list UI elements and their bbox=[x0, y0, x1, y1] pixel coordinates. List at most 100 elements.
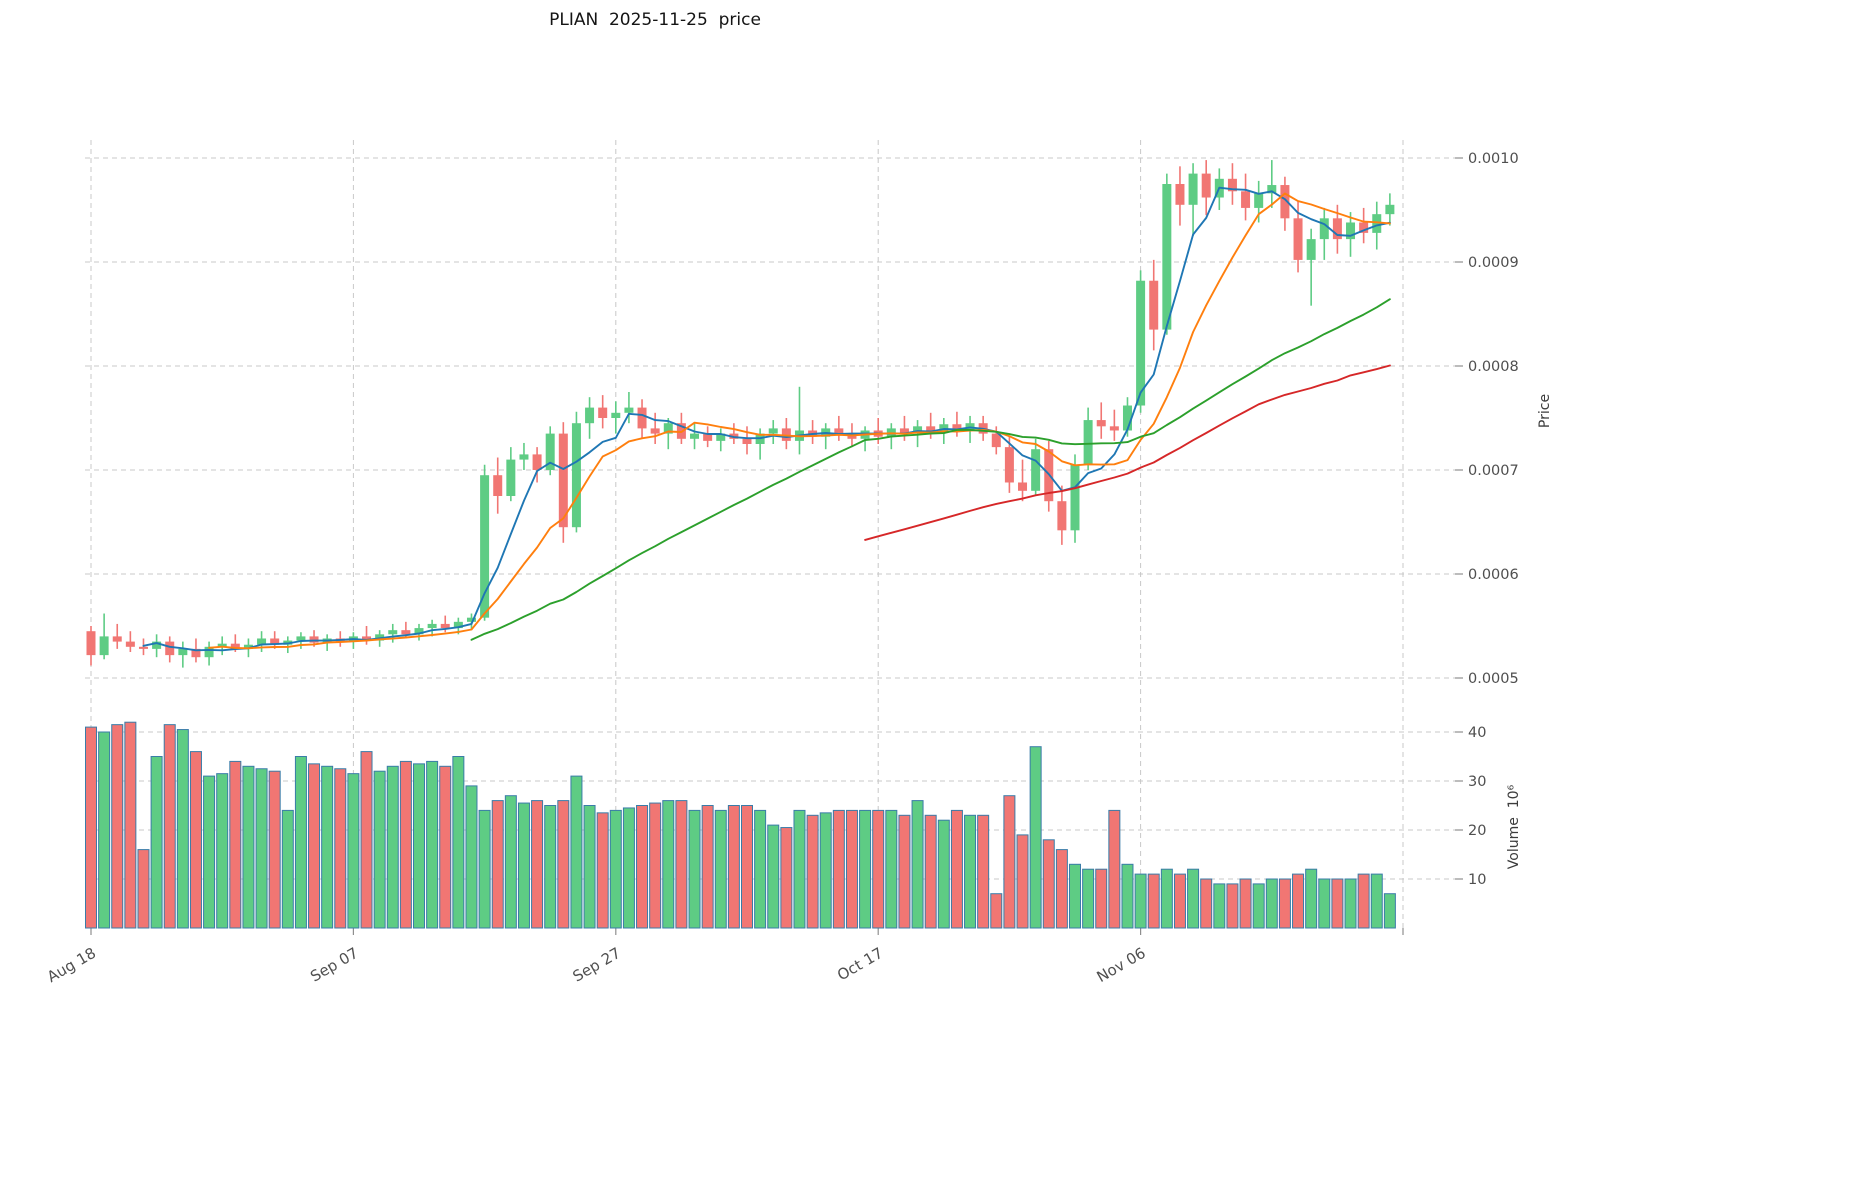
candle-body bbox=[585, 407, 595, 424]
candle-body bbox=[1031, 449, 1041, 491]
candle-body bbox=[742, 438, 752, 444]
volume-tick-label: 30 bbox=[1468, 774, 1486, 790]
candle-body bbox=[834, 428, 844, 434]
volume-bar bbox=[950, 809, 963, 929]
candle-body bbox=[703, 433, 713, 441]
candle-body bbox=[1241, 191, 1251, 208]
volume-bar bbox=[1187, 868, 1200, 929]
volume-bar bbox=[452, 756, 465, 929]
candle-body bbox=[571, 423, 581, 528]
candle-body bbox=[1372, 214, 1382, 233]
volume-bar bbox=[386, 765, 399, 929]
volume-tick-label: 20 bbox=[1468, 823, 1486, 839]
candle-body bbox=[1149, 280, 1159, 330]
volume-bar bbox=[596, 812, 609, 929]
candle-body bbox=[480, 475, 490, 618]
volume-bar bbox=[845, 809, 858, 929]
candle-body bbox=[1018, 482, 1028, 491]
volume-bar bbox=[150, 756, 163, 929]
ma-line-60 bbox=[864, 364, 1391, 541]
volume-bar bbox=[1305, 868, 1318, 929]
candle-body bbox=[401, 630, 411, 635]
volume-bar bbox=[990, 893, 1003, 929]
volume-bar bbox=[373, 770, 386, 929]
candle-body bbox=[1227, 178, 1237, 192]
candle-body bbox=[1070, 464, 1080, 531]
candle-body bbox=[1057, 501, 1067, 531]
candle-body bbox=[1188, 173, 1198, 205]
candle-body bbox=[243, 644, 253, 649]
volume-bar bbox=[675, 800, 688, 929]
volume-bar bbox=[964, 814, 977, 929]
date-tick-label: Sep 07 bbox=[307, 944, 361, 986]
volume-bar bbox=[229, 760, 242, 929]
volume-bar bbox=[754, 809, 767, 929]
candle-body bbox=[1096, 420, 1106, 427]
volume-bar bbox=[649, 802, 662, 929]
volume-bar bbox=[622, 807, 635, 929]
volume-bar bbox=[1370, 873, 1383, 929]
price-tick-label: 0.0005 bbox=[1468, 671, 1519, 687]
volume-bar bbox=[308, 763, 321, 929]
volume-bar bbox=[399, 760, 412, 929]
candle-body bbox=[1136, 280, 1146, 406]
volume-bar bbox=[741, 805, 753, 929]
candle-body bbox=[1293, 218, 1303, 260]
volume-bar bbox=[1265, 878, 1278, 929]
volume-bar bbox=[504, 795, 517, 929]
candle-body bbox=[768, 428, 778, 434]
candle-body bbox=[1083, 420, 1093, 465]
volume-bar bbox=[439, 765, 452, 929]
volume-bar bbox=[609, 809, 622, 929]
ma-line-30 bbox=[470, 298, 1391, 641]
volume-bar bbox=[203, 775, 216, 929]
volume-bar bbox=[1213, 883, 1226, 929]
candle-body bbox=[991, 433, 1001, 448]
candle-body bbox=[112, 636, 122, 642]
volume-bar bbox=[1200, 878, 1213, 929]
price-tick-label: 0.0007 bbox=[1468, 463, 1519, 479]
candle-body bbox=[781, 428, 791, 441]
volume-bar bbox=[360, 751, 373, 929]
volume-bar bbox=[413, 763, 425, 929]
candle-body bbox=[86, 631, 96, 656]
candle-body bbox=[1004, 447, 1014, 483]
candle-body bbox=[1319, 218, 1329, 240]
candle-body bbox=[1122, 405, 1132, 431]
candle-body bbox=[440, 623, 450, 629]
volume-bar bbox=[1016, 834, 1029, 929]
price-tick-label: 0.0006 bbox=[1468, 567, 1519, 583]
volume-bar bbox=[255, 768, 268, 929]
ma-line-5 bbox=[142, 186, 1391, 652]
candle-body bbox=[1385, 204, 1395, 215]
volume-bar bbox=[806, 814, 819, 929]
candle-body bbox=[191, 648, 201, 658]
volume-bar bbox=[1226, 883, 1239, 929]
candle-body bbox=[624, 407, 634, 413]
volume-bar bbox=[426, 760, 439, 929]
volume-bar bbox=[478, 809, 491, 929]
candle-body bbox=[1109, 426, 1119, 431]
price-tick-label: 0.0009 bbox=[1468, 255, 1519, 271]
volume-bar bbox=[1292, 873, 1305, 929]
volume-bar bbox=[216, 773, 229, 929]
volume-bar bbox=[544, 805, 557, 929]
volume-bar bbox=[1252, 883, 1265, 929]
volume-bar bbox=[163, 724, 176, 929]
candle-body bbox=[466, 617, 476, 622]
candle-body bbox=[217, 643, 227, 647]
volume-bar bbox=[911, 800, 924, 929]
candle-body bbox=[532, 454, 542, 470]
volume-bar bbox=[688, 809, 701, 929]
volume-bar bbox=[885, 809, 898, 929]
volume-bar bbox=[1069, 863, 1081, 929]
volume-bar bbox=[859, 809, 872, 929]
volume-bar bbox=[1383, 893, 1396, 929]
price-axis-label: Price bbox=[1537, 393, 1553, 429]
date-tick-label: Oct 17 bbox=[834, 944, 886, 984]
candle-body bbox=[1346, 222, 1356, 240]
volume-bar bbox=[557, 800, 570, 929]
volume-bar bbox=[1344, 878, 1357, 929]
candle-body bbox=[152, 641, 162, 649]
volume-bar bbox=[714, 809, 727, 929]
